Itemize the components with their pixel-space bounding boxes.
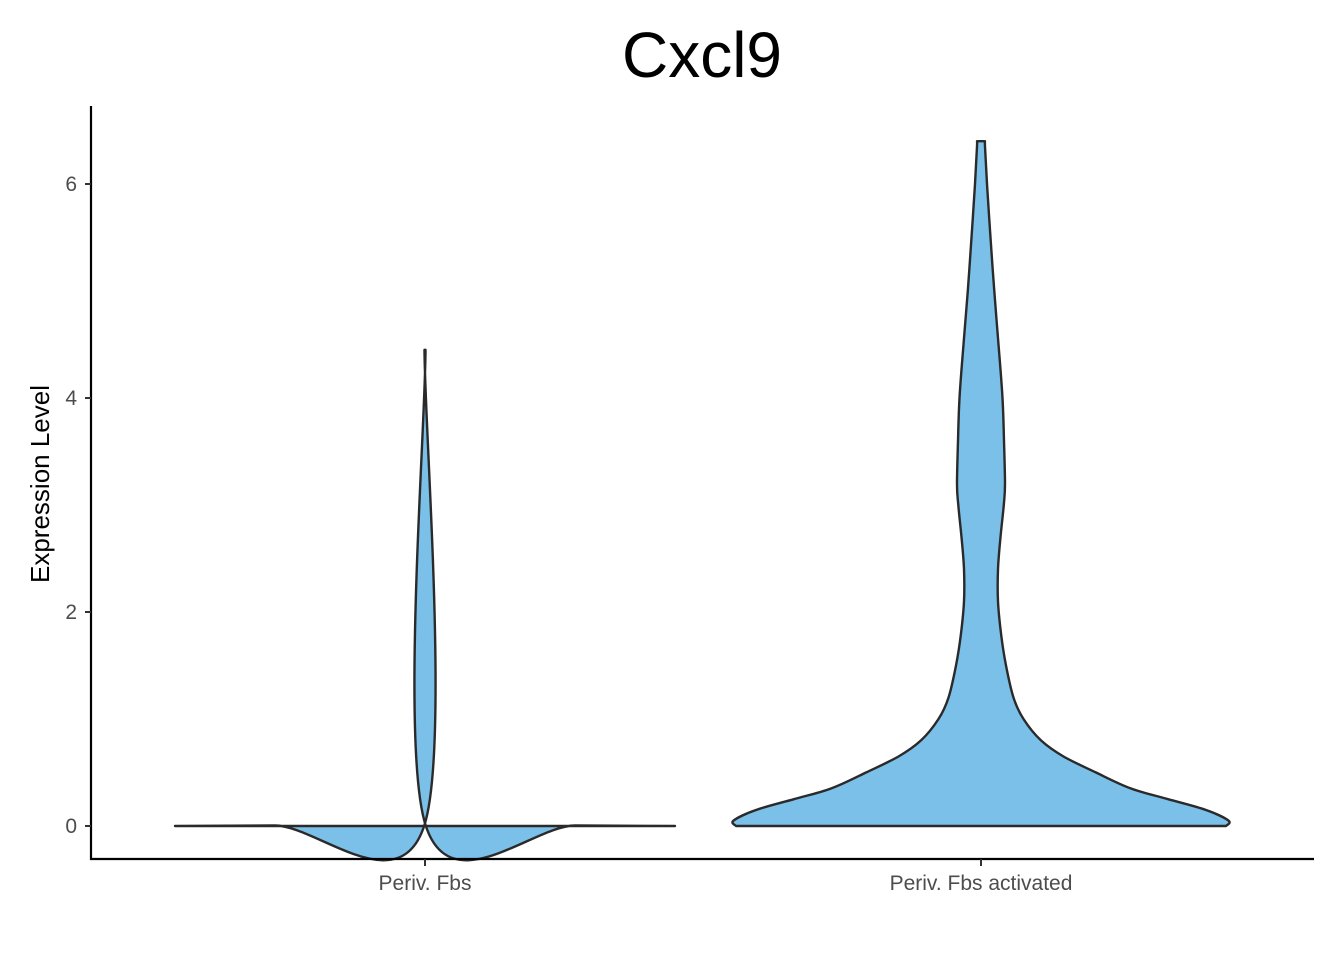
y-axis-ticks: 0 2 4 6 xyxy=(65,173,91,838)
y-tick-label: 2 xyxy=(65,601,77,624)
y-tick-label: 6 xyxy=(65,173,77,196)
y-tick-label: 4 xyxy=(65,387,77,410)
y-tick-label: 0 xyxy=(65,815,77,838)
chart-title: Cxcl9 xyxy=(622,19,782,91)
violin-layer xyxy=(173,140,1231,862)
x-tick-label: Periv. Fbs activated xyxy=(890,872,1073,895)
violin-1 xyxy=(173,348,677,862)
violin-2 xyxy=(731,140,1231,828)
y-axis-label: Expression Level xyxy=(25,385,55,583)
x-axis-ticks: Periv. Fbs Periv. Fbs activated xyxy=(379,859,1073,895)
x-tick-label: Periv. Fbs xyxy=(379,872,472,895)
